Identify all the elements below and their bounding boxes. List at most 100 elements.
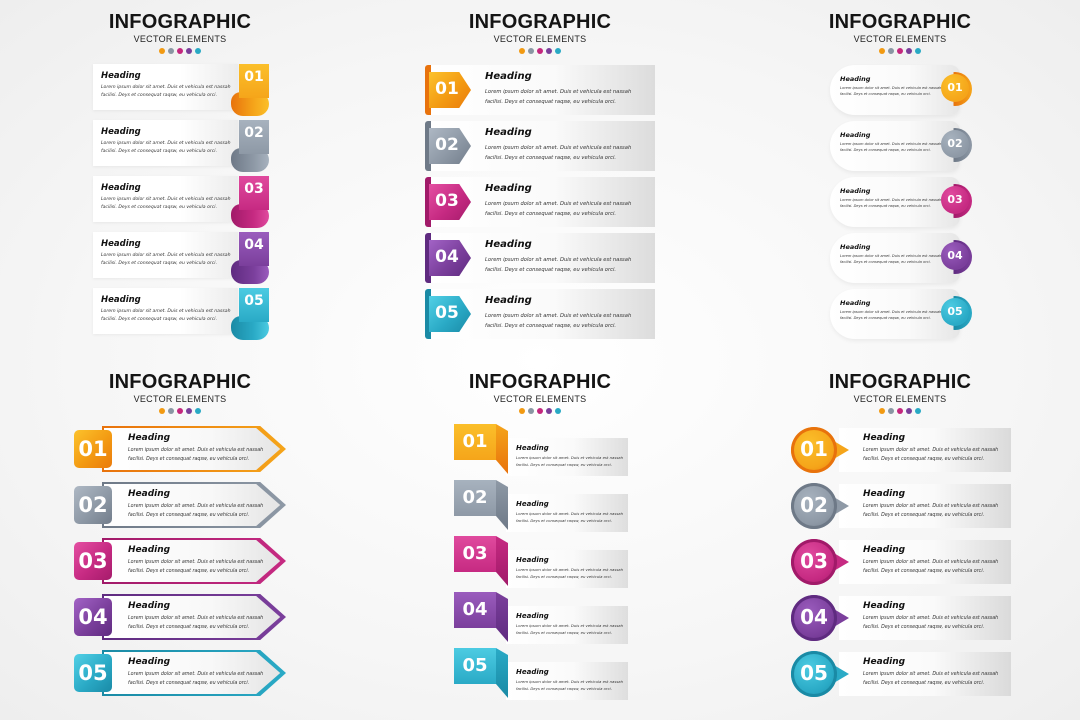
item-heading: Heading [101,127,141,137]
item-body: Lorem ipsum dolor sit amet. Duis et vehi… [101,85,231,98]
item-card: Heading Lorem ipsum dolor sit amet. Duis … [431,233,655,283]
item-body: Lorem ipsum dolor sit amet. Duis et vehi… [516,455,624,467]
list-item: Heading Lorem ipsum dolor sit amet. Duis … [830,289,972,341]
item-body: Lorem ipsum dolor sit amet. Duis et vehi… [101,309,231,322]
item-number: 01 [462,431,488,452]
panel-subtitle: VECTOR ELEMENTS [133,394,227,404]
color-dot-icon [528,408,534,414]
infographic-panel-5: INFOGRAPHIC VECTOR ELEMENTS [360,360,720,720]
ribbon-fold-icon [496,424,508,474]
item-body: Lorem ipsum dolor sit amet. Duis et vehi… [863,504,999,518]
number-tab: 01 [239,64,269,98]
item-heading: Heading [516,612,549,620]
item-body: Lorem ipsum dolor sit amet. Duis et vehi… [128,672,264,686]
number-square: 03 [74,542,112,580]
side-strip [425,177,431,227]
number-square: 05 [74,654,112,692]
color-dot-icon [177,408,183,414]
item-heading: Heading [840,75,871,83]
infographic-panel-1: INFOGRAPHIC VECTOR ELEMENTS [0,0,360,360]
item-body: Lorem ipsum dolor sit amet. Duis et vehi… [863,560,999,574]
number-tab: 03 [239,176,269,210]
color-dot-icon [186,408,192,414]
item-body: Lorem ipsum dolor sit amet. Duis et vehi… [485,145,632,161]
item-number: 04 [947,249,963,262]
color-dot-icon [906,408,912,414]
side-strip [425,65,431,115]
list-item: Heading Lorem ipsum dolor sit amet. Duis … [454,536,629,592]
item-heading: Heading [863,601,906,611]
color-dot-icon [897,408,903,414]
ribbon-fold-icon [496,648,508,698]
item-card: Heading Lorem ipsum dolor sit amet. Duis … [506,550,628,588]
item-card: Heading Lorem ipsum dolor sit amet. Duis … [506,606,628,644]
number-circle: 02 [941,130,969,158]
list-item: Heading Lorem ipsum dolor sit amet. Duis … [454,480,629,536]
item-heading: Heading [128,433,171,443]
item-heading: Heading [485,127,532,138]
item-card: Heading Lorem ipsum dolor sit amet. Duis … [839,652,1011,696]
item-body: Lorem ipsum dolor sit amet. Duis et vehi… [101,141,231,154]
item-number: 01 [947,81,963,94]
item-body: Lorem ipsum dolor sit amet. Duis et vehi… [485,201,632,217]
item-card: Heading Lorem ipsum dolor sit amet. Duis … [93,288,238,334]
item-heading: Heading [485,183,532,194]
list-item: Heading Lorem ipsum dolor sit amet. Duis … [789,482,1011,530]
number-tab: 05 [239,288,269,322]
list-item: Heading Lorem ipsum dolor sit amet. Duis … [93,288,269,340]
number-ribbon: 05 [454,648,496,684]
item-heading: Heading [128,601,171,611]
side-strip [425,233,431,283]
item-body: Lorem ipsum dolor sit amet. Duis et vehi… [101,253,231,266]
color-dot-icon [906,48,912,54]
number-circle: 05 [941,298,969,326]
panel-subtitle: VECTOR ELEMENTS [493,34,587,44]
item-body: Lorem ipsum dolor sit amet. Duis et vehi… [840,198,942,208]
color-dot-icon [546,48,552,54]
color-dot-icon [519,408,525,414]
item-heading: Heading [863,433,906,443]
color-dot-icon [915,408,921,414]
color-dot-icon [879,48,885,54]
item-heading: Heading [128,545,171,555]
item-number: 04 [244,237,264,253]
list-item: Heading Lorem ipsum dolor sit amet. Duis … [830,177,972,229]
number-circle: 05 [791,651,837,697]
item-number: 05 [947,305,963,318]
item-body: Lorem ipsum dolor sit amet. Duis et vehi… [863,616,999,630]
item-card: Heading Lorem ipsum dolor sit amet. Duis … [93,176,238,222]
teardrop-pin-icon: 05 [789,650,851,698]
color-dot-icon [537,48,543,54]
item-card: Heading Lorem ipsum dolor sit amet. Duis … [506,438,628,476]
item-heading: Heading [516,500,549,508]
list-item: Heading Lorem ipsum dolor sit amet. Duis … [425,233,655,283]
item-heading: Heading [128,489,171,499]
number-circle: 02 [791,483,837,529]
number-square: 02 [74,486,112,524]
color-dots [720,48,1080,54]
list-item: Heading Lorem ipsum dolor sit amet. Duis … [789,426,1011,474]
item-card: Heading Lorem ipsum dolor sit amet. Duis … [93,120,238,166]
item-body: Lorem ipsum dolor sit amet. Duis et vehi… [128,560,264,574]
number-ribbon: 03 [454,536,496,572]
list-item: Heading Lorem ipsum dolor sit amet. Duis … [74,482,286,528]
item-number: 03 [947,193,963,206]
infographic-panel-3: INFOGRAPHIC VECTOR ELEMENTS [720,0,1080,360]
item-body: Lorem ipsum dolor sit amet. Duis et vehi… [128,448,264,462]
number-tab: 04 [239,232,269,266]
list-item: Heading Lorem ipsum dolor sit amet. Duis … [74,594,286,640]
item-number: 05 [78,661,108,685]
color-dot-icon [519,48,525,54]
infographic-panel-2: INFOGRAPHIC VECTOR ELEMENTS [360,0,720,360]
list-item: Heading Lorem ipsum dolor sit amet. Duis … [425,121,655,171]
color-dot-icon [177,48,183,54]
title-block: INFOGRAPHIC VECTOR ELEMENTS [360,10,720,54]
color-dot-icon [555,48,561,54]
item-number: 05 [462,655,488,676]
item-card: Heading Lorem ipsum dolor sit amet. Duis … [506,494,628,532]
color-dot-icon [546,408,552,414]
item-body: Lorem ipsum dolor sit amet. Duis et vehi… [863,672,999,686]
list-item: Heading Lorem ipsum dolor sit amet. Duis … [454,592,629,648]
item-heading: Heading [485,71,532,82]
item-card: Heading Lorem ipsum dolor sit amet. Duis … [104,596,281,638]
